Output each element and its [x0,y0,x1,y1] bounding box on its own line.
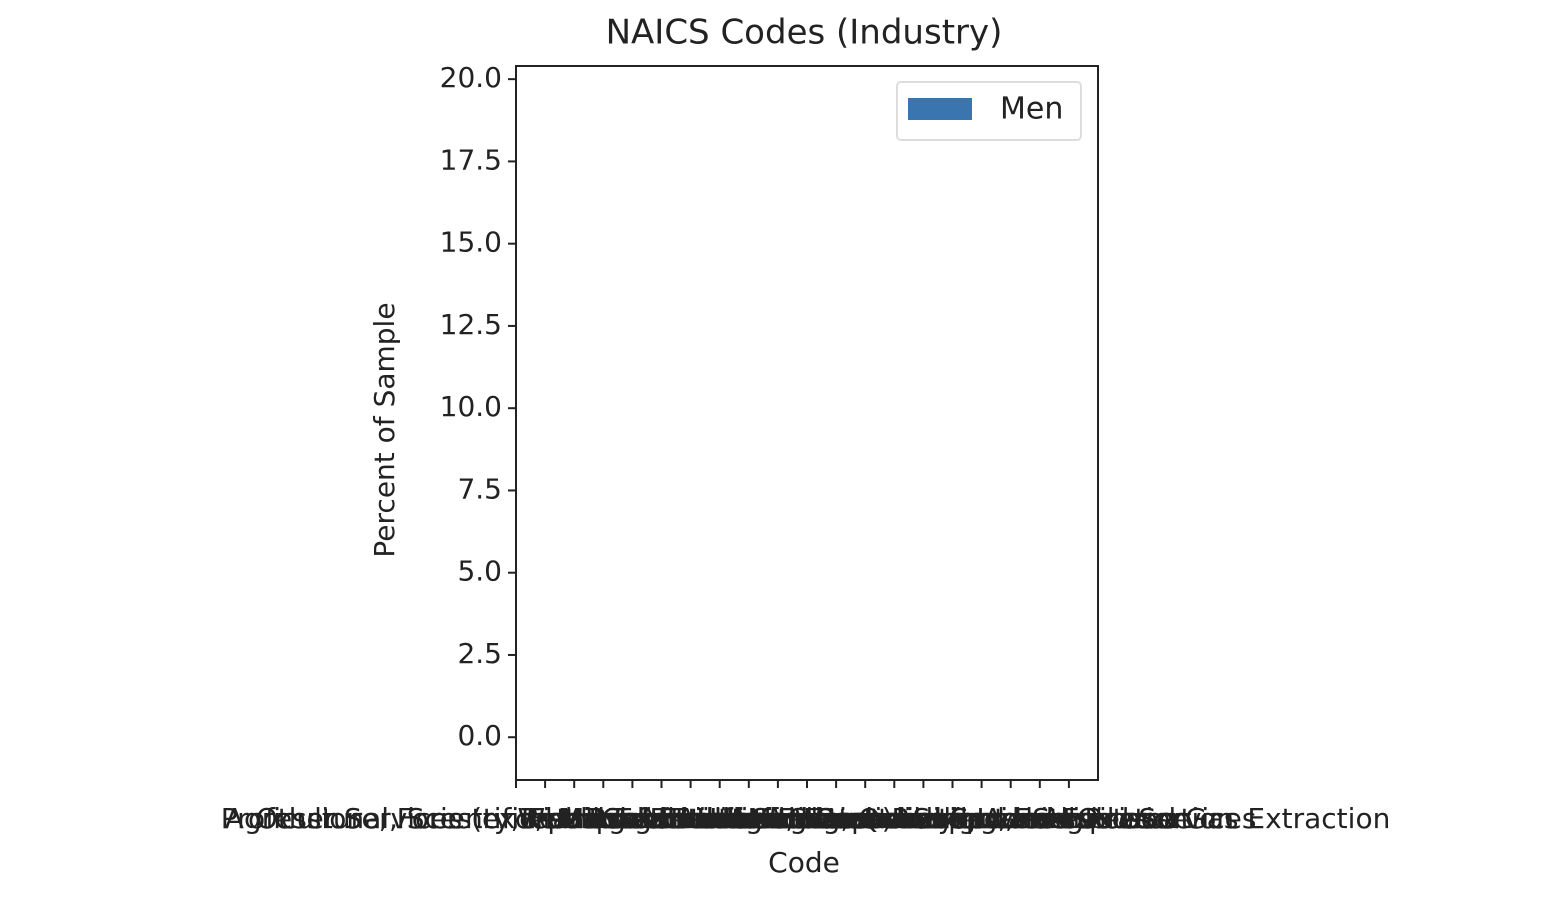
x-tick-label: Information [697,802,859,835]
y-tick-label: 2.5 [457,637,502,670]
y-tick-label: 20.0 [440,61,502,94]
chart-title: NAICS Codes (Industry) [606,13,1003,53]
y-tick-label: 5.0 [457,555,502,588]
x-tick-label: Finance and Insurance [650,802,965,835]
x-tick-label: Manufacturing [560,802,763,835]
x-tick-label: Utilities [667,802,772,835]
x-tick-label: Other Services (except Public Administra… [256,802,893,835]
y-tick-label: 10.0 [440,390,502,423]
x-tick-label: Mining, Quarrying, and Oil and Gas Extra… [747,802,1390,835]
plot-frame [515,65,1099,781]
legend-swatch [908,98,972,120]
x-tick-label: Real Estate and Rental and Leasing [588,802,1083,835]
legend-box [896,81,1082,141]
y-axis-label: Percent of Sample [368,302,401,557]
x-tick-label: Professional, Scientific, and Technical … [221,802,870,835]
y-tick-label: 7.5 [457,472,502,505]
y-tick-label: 0.0 [457,719,502,752]
x-tick-label: Health Care and Social Assistance [714,802,1191,835]
x-tick-label: Agriculture, Forestry, Fishing and Hunti… [225,802,807,835]
x-tick-label: Retail Trade [521,802,686,835]
y-tick-label: 12.5 [440,308,502,341]
x-tick-label: Administrative and Support Services [638,802,1150,835]
y-tick-label: 17.5 [440,143,502,176]
x-tick-label: Construction [601,802,779,835]
x-tick-label: Arts, Entertainment, and Recreation [729,802,1234,835]
x-tick-label: Transportation and Warehousing [521,802,976,835]
x-axis-label: Code [768,846,840,879]
legend-label: Men [1000,92,1063,127]
x-tick-label: Management of Companies and Enterprises [558,802,1173,835]
x-tick-label: Public Administration [891,802,1188,835]
y-tick-label: 15.0 [440,226,502,259]
x-tick-label: Wholesale Trade [517,802,747,835]
x-tick-label: Accommodation and Food Services [765,802,1256,835]
x-tick-label: Educational Services [778,802,1069,835]
